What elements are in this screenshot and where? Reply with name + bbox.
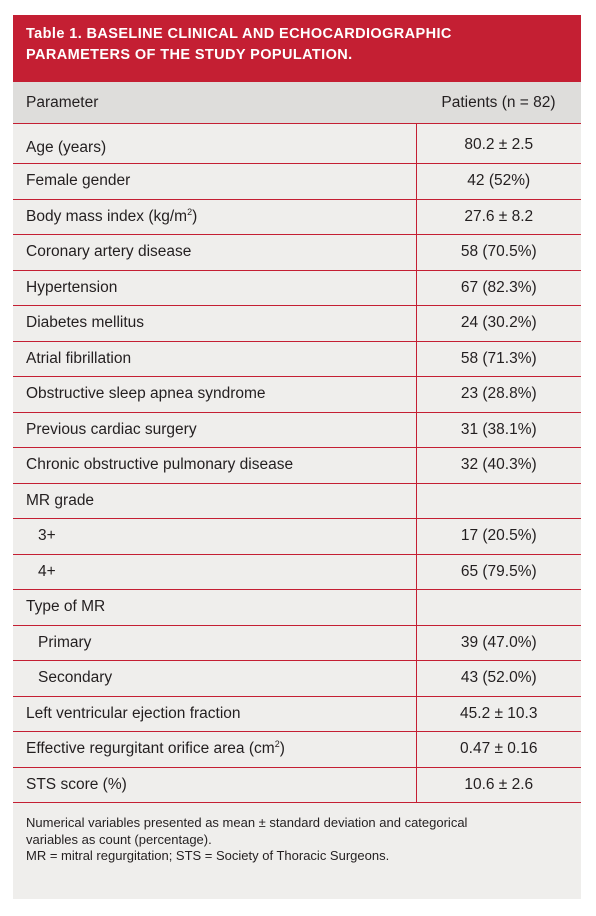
row-value [415,483,581,519]
footnote-line-1: Numerical variables presented as mean ± … [26,815,468,830]
row-label-text: MR grade [26,491,95,509]
table-row: Age (years) 80.2 ± 2.5 [13,123,581,164]
row-value: 27.6 ± 8.2 [415,199,581,235]
row-label: Atrial fibrillation [13,341,416,377]
row-value: 58 (70.5%) [415,234,581,271]
footnote-line-2: variables as count (percentage). [26,831,212,847]
table-row: Obstructive sleep apnea syndrome 23 (28.8… [13,376,581,413]
table-title-rest: ASELINE CLINICAL AND ECHOCARDIOGRAPHIC [97,26,452,42]
row-label: Obstructive sleep apnea syndrome [13,376,416,413]
table-title-line-1: Table 1. BASELINE CLINICAL AND ECHOCARDI… [26,24,569,45]
row-value: 24 (30.2%) [415,305,581,342]
table-row: Chronic obstructive pulmonary disease 32 … [13,447,581,484]
table-row: Primary 39 (47.0%) [13,625,581,661]
row-label: 4+ [13,554,416,590]
table-row: STS score (%) 10.6 ± 2.6 [13,767,581,803]
row-label-text: Coronary artery disease [26,243,192,261]
table-title: Table 1. BASELINE CLINICAL AND ECHOCARDI… [13,15,581,82]
row-value: 10.6 ± 2.6 [415,767,581,803]
table-row: Diabetes mellitus 24 (30.2%) [13,305,581,342]
row-label: Female gender [13,163,416,200]
row-value: 31 (38.1%) [415,412,581,448]
row-label-text: Type of MR [26,598,106,616]
row-value: 43 (52.0%) [415,660,581,697]
table-row: Left ventricular ejection fraction 45.2 ±… [13,696,581,732]
row-label: 3+ [13,518,416,555]
row-label: Previous cardiac surgery [13,412,416,448]
row-label: Age (years) [13,123,416,164]
table-title-line-2: PARAMETERS OF THE STUDY POPULATION. [26,47,353,63]
table-header-row: Parameter Patients (n = 82) [13,82,581,124]
row-label-text: 4+ [38,562,56,580]
row-label: Diabetes mellitus [13,305,416,342]
row-label-text: Diabetes mellitus [26,314,145,332]
table-panel: Table 1. BASELINE CLINICAL AND ECHOCARDI… [13,15,581,899]
column-header-patients: Patients (n = 82) [416,82,581,124]
row-label-superscript: 2 [274,739,280,750]
table-row: Female gender 42 (52%) [13,163,581,200]
row-value: 0.47 ± 0.16 [415,731,581,768]
row-label-text: Previous cardiac surgery [26,420,197,438]
row-label: Coronary artery disease [13,234,416,271]
row-label-tail: ) [279,740,285,758]
row-label: Primary [13,625,416,661]
row-label-tail: ) [192,207,198,225]
table-row: MR grade [13,483,581,519]
row-label-superscript: 2 [187,206,193,217]
row-label-text: Hypertension [26,278,118,296]
row-label: Body mass index (kg/m2) [13,199,416,235]
table-row: Effective regurgitant orifice area (cm2)… [13,731,581,768]
row-value: 32 (40.3%) [415,447,581,484]
row-value: 45.2 ± 10.3 [415,696,581,732]
table-row: 4+ 65 (79.5%) [13,554,581,590]
row-label: Secondary [13,660,416,697]
row-value: 80.2 ± 2.5 [415,123,581,164]
table-row: Body mass index (kg/m2) 27.6 ± 8.2 [13,199,581,235]
row-label-text: Effective regurgitant orifice area (cm [26,740,275,758]
row-value: 17 (20.5%) [415,518,581,555]
table-row: Previous cardiac surgery 31 (38.1%) [13,412,581,448]
row-label-text: Chronic obstructive pulmonary disease [26,456,294,474]
row-label-text: Female gender [26,172,131,190]
row-label-text: Age (years) [26,138,107,156]
row-label: Left ventricular ejection fraction [13,696,416,732]
column-header-parameter: Parameter [13,82,416,124]
table-body: Age (years) 80.2 ± 2.5 Female gender 42 (52… [13,123,581,803]
row-value: 39 (47.0%) [415,625,581,661]
row-label-text: 3+ [38,527,56,545]
row-label: Type of MR [13,589,416,626]
row-label-text: STS score (%) [26,775,127,793]
table-row: Coronary artery disease 58 (70.5%) [13,234,581,271]
table-row: 3+ 17 (20.5%) [13,518,581,555]
table-row: Secondary 43 (52.0%) [13,660,581,697]
row-label: MR grade [13,483,416,519]
row-label-text: Left ventricular ejection fraction [26,704,241,722]
row-label: Chronic obstructive pulmonary disease [13,447,416,484]
row-label: Effective regurgitant orifice area (cm2) [13,731,416,768]
row-label-text: Obstructive sleep apnea syndrome [26,385,266,403]
footnote-line-3: MR = mitral regurgitation; STS = Society… [26,848,390,863]
table-title-lead: Table 1. B [26,26,98,42]
row-label-text: Body mass index (kg/m [26,207,188,225]
baseline-parameters-table: Parameter Patients (n = 82) Age (years) 8… [13,82,581,803]
row-value: 67 (82.3%) [415,270,581,306]
table-row: Atrial fibrillation 58 (71.3%) [13,341,581,377]
row-value [415,589,581,626]
row-label: STS score (%) [13,767,416,803]
row-value: 42 (52%) [415,163,581,200]
table-row: Type of MR [13,589,581,626]
table-row: Hypertension 67 (82.3%) [13,270,581,306]
row-label: Hypertension [13,270,416,306]
row-value: 23 (28.8%) [415,376,581,413]
table-footnote: Numerical variables presented as mean ± … [13,803,581,865]
row-value: 65 (79.5%) [415,554,581,590]
row-value: 58 (71.3%) [415,341,581,377]
row-label-text: Atrial fibrillation [26,349,132,367]
row-label-text: Secondary [38,669,113,687]
row-label-text: Primary [38,633,92,651]
